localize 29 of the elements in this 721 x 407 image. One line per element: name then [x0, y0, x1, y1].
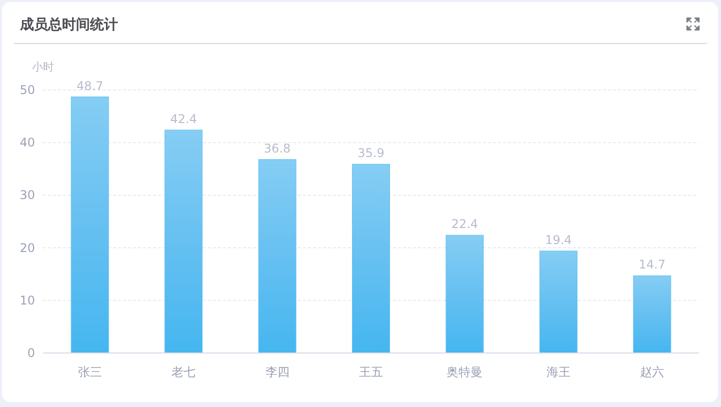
y-tick-label: 50	[20, 83, 35, 97]
bar	[258, 159, 296, 354]
data-label: 42.4	[170, 112, 197, 126]
data-label: 35.9	[358, 146, 384, 160]
data-label: 22.4	[451, 217, 478, 232]
chart-title: 成员总时间统计	[19, 16, 118, 33]
bar	[633, 275, 672, 354]
x-tick-label: 海王	[546, 365, 570, 379]
x-tick-label: 李四	[265, 365, 290, 379]
x-tick-label: 王五	[359, 365, 383, 379]
y-tick-label: 20	[20, 240, 35, 255]
y-tick-label: 10	[20, 293, 35, 308]
y-tick-label: 30	[20, 188, 35, 202]
bar	[70, 96, 109, 354]
x-tick-label: 老七	[172, 365, 196, 379]
data-label: 48.7	[76, 78, 104, 93]
y-tick-label: 40	[20, 136, 35, 150]
x-tick-label: 奥特曼	[446, 365, 483, 379]
bar	[164, 130, 203, 354]
bar	[539, 250, 578, 354]
data-label: 14.7	[638, 258, 666, 272]
x-tick-label: 张三	[78, 365, 102, 379]
y-axis-title: 小时	[32, 60, 54, 74]
data-label: 36.8	[264, 141, 291, 156]
bar	[352, 164, 390, 354]
data-label: 19.4	[545, 232, 572, 247]
y-tick-label: 0	[27, 346, 35, 360]
x-tick-label: 赵六	[640, 365, 664, 379]
bar	[446, 234, 484, 354]
